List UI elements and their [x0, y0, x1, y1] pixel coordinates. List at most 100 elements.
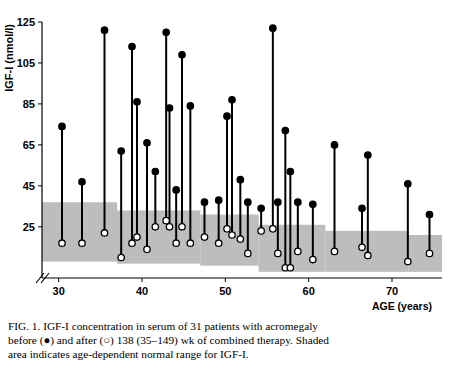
connector [189, 106, 191, 243]
after-point [215, 240, 221, 246]
after-point [229, 232, 235, 238]
before-point [229, 97, 235, 103]
after-point [258, 228, 264, 234]
before-point [118, 148, 124, 154]
x-axis [42, 277, 442, 278]
connector [312, 204, 314, 259]
before-point [359, 205, 365, 211]
connector [218, 200, 220, 243]
after-point [101, 230, 107, 236]
before-point [295, 199, 301, 205]
after-point [426, 250, 432, 256]
connector [334, 145, 336, 251]
x-tick-label: 70 [386, 285, 398, 297]
before-point [224, 113, 230, 119]
connector [247, 202, 249, 253]
x-tick [392, 278, 393, 282]
before-point [79, 179, 85, 185]
after-point [295, 248, 301, 254]
before-point [365, 152, 371, 158]
plot-area [42, 25, 442, 272]
connector [131, 47, 133, 244]
before-point [163, 29, 169, 35]
connector [169, 108, 171, 227]
connector [272, 28, 274, 229]
y-tick [38, 226, 42, 227]
y-axis [41, 22, 42, 278]
connector [367, 155, 369, 255]
before-point [166, 105, 172, 111]
after-point [79, 240, 85, 246]
after-point [270, 226, 276, 232]
before-point [179, 52, 185, 58]
chart: 254565851051253040506070IGF-I (nmol/l)AG… [0, 0, 466, 379]
after-point [359, 244, 365, 250]
before-point [270, 25, 276, 31]
x-tick-label: 40 [136, 285, 148, 297]
x-tick [225, 278, 226, 282]
normal-range [259, 225, 326, 272]
before-point [173, 187, 179, 193]
before-point [405, 181, 411, 187]
y-tick-label: 25 [23, 221, 35, 233]
connector [277, 202, 279, 253]
x-tick [142, 278, 143, 282]
before-point [129, 43, 135, 49]
connector [181, 55, 183, 227]
before-point [101, 27, 107, 33]
axis-break [41, 273, 49, 283]
connector [136, 102, 138, 237]
connector [104, 30, 106, 233]
before-point [426, 211, 432, 217]
connector [361, 208, 363, 247]
connector [429, 215, 431, 254]
y-tick [38, 22, 42, 23]
after-point [331, 248, 337, 254]
after-point [237, 236, 243, 242]
connector [231, 100, 233, 235]
after-point [152, 224, 158, 230]
before-point [331, 142, 337, 148]
before-point [59, 123, 65, 129]
x-tick-label: 30 [53, 285, 65, 297]
caption: before (●) and after (○) 138 (35–149) wk… [8, 334, 329, 347]
connector [297, 202, 299, 251]
after-point [405, 258, 411, 264]
caption: area indicates age-dependent normal rang… [8, 348, 249, 360]
y-axis-label: IGF-I (nmol/l) [3, 24, 15, 92]
after-point [59, 240, 65, 246]
before-point [187, 103, 193, 109]
connector [146, 143, 148, 249]
before-point [201, 199, 207, 205]
before-point [144, 140, 150, 146]
normal-range [42, 202, 117, 261]
y-tick-label: 105 [17, 57, 35, 69]
after-point [163, 217, 169, 223]
after-point [129, 240, 135, 246]
after-point [365, 252, 371, 258]
y-tick [38, 185, 42, 186]
y-tick [38, 144, 42, 145]
after-point [287, 265, 293, 271]
after-point [144, 246, 150, 252]
y-tick-label: 85 [23, 98, 35, 110]
normal-range [117, 210, 200, 263]
before-point [152, 168, 158, 174]
connector [239, 180, 241, 239]
before-point [282, 127, 288, 133]
connector [175, 190, 177, 243]
before-point [245, 199, 251, 205]
x-axis-label: AGE (years) [372, 300, 432, 312]
normal-range [200, 215, 258, 266]
connector [284, 131, 286, 268]
x-tick [58, 278, 59, 282]
connector [226, 116, 228, 229]
connector [120, 151, 122, 257]
connector [407, 184, 409, 262]
connector [204, 202, 206, 237]
connector [81, 182, 83, 243]
before-point [134, 99, 140, 105]
after-point [310, 256, 316, 262]
y-tick [38, 62, 42, 63]
x-tick [308, 278, 309, 282]
